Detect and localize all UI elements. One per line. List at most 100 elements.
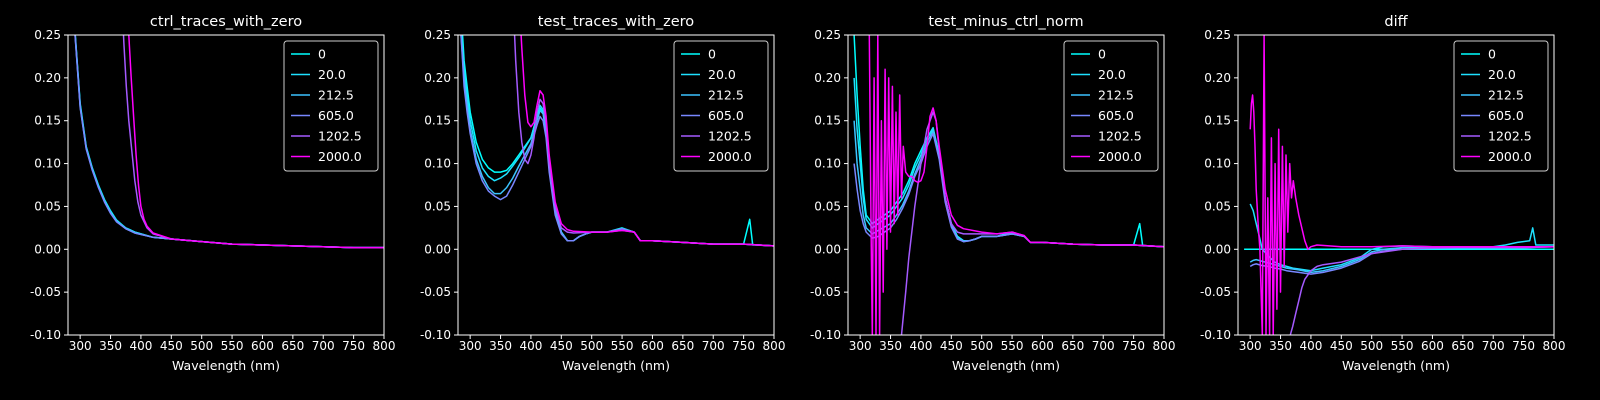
legend-label: 0 (318, 47, 326, 62)
x-tick-label: 450 (160, 339, 183, 353)
legend-box (673, 40, 769, 172)
y-tick-label: 0.25 (424, 28, 451, 42)
x-tick-label: 400 (519, 339, 542, 353)
legend-label: 2000.0 (318, 149, 362, 164)
x-tick-label: 650 (281, 339, 304, 353)
y-tick-label: -0.10 (30, 328, 61, 342)
y-tick-label: 0.20 (814, 71, 841, 85)
x-tick-label: 650 (1061, 339, 1084, 353)
y-tick-label: 0.15 (424, 114, 451, 128)
x-axis-label: Wavelength (nm) (952, 358, 1060, 373)
series-group (853, 35, 1164, 335)
legend-label: 605.0 (318, 108, 354, 123)
x-tick-label: 600 (251, 339, 274, 353)
series-line-2000.0 (868, 35, 1164, 335)
chart-title: test_minus_ctrl_norm (928, 14, 1083, 30)
x-tick-label: 550 (221, 339, 244, 353)
series-group (460, 35, 774, 247)
x-tick-label: 400 (1299, 339, 1322, 353)
x-tick-label: 600 (1421, 339, 1444, 353)
legend-label: 1202.5 (1488, 129, 1532, 144)
series-group (74, 35, 384, 249)
x-tick-label: 300 (69, 339, 92, 353)
legend-label: 1202.5 (318, 129, 362, 144)
x-axis-label: Wavelength (nm) (172, 358, 280, 373)
x-tick-label: 450 (940, 339, 963, 353)
x-tick-label: 550 (1001, 339, 1024, 353)
series-line-2000.0 (1249, 35, 1554, 335)
legend-label: 605.0 (708, 108, 744, 123)
x-tick-label: 750 (1512, 339, 1535, 353)
chart-title: test_traces_with_zero (538, 14, 695, 30)
y-tick-label: 0.10 (424, 157, 451, 171)
plot-frame (847, 34, 1165, 336)
x-tick-label: 750 (342, 339, 365, 353)
plot-frame (457, 34, 775, 336)
y-tick-label: 0.10 (814, 157, 841, 171)
y-tick-label: 0.00 (814, 242, 841, 256)
legend: 0 20.0 212.5 605.0 1202.5 2000.0 (1063, 40, 1159, 172)
legend-label: 20.0 (1098, 67, 1126, 82)
legend-label: 0 (1488, 47, 1496, 62)
y-tick-label: -0.05 (30, 285, 61, 299)
x-tick-label: 450 (1330, 339, 1353, 353)
y-tick-label: -0.05 (420, 285, 451, 299)
legend: 0 20.0 212.5 605.0 1202.5 2000.0 (283, 40, 379, 172)
x-tick-label: 350 (1269, 339, 1292, 353)
x-tick-label: 550 (1391, 339, 1414, 353)
y-tick-label: 0.00 (34, 242, 61, 256)
legend-label: 2000.0 (1098, 149, 1142, 164)
x-tick-label: 800 (763, 339, 786, 353)
x-tick-label: 300 (459, 339, 482, 353)
legend-label: 212.5 (1488, 88, 1524, 103)
y-tick-label: -0.05 (1200, 285, 1231, 299)
x-tick-label: 450 (550, 339, 573, 353)
x-tick-label: 650 (1451, 339, 1474, 353)
x-tick-label: 800 (373, 339, 396, 353)
legend-label: 20.0 (1488, 67, 1516, 82)
x-tick-label: 500 (1360, 339, 1383, 353)
plot-frame (1237, 34, 1555, 336)
x-tick-label: 800 (1543, 339, 1566, 353)
chart-panel-1: 300 350 400 450 500 550 600 650 700 750 800 -0.10 -0… (420, 14, 786, 373)
chart-panel-0: 300 350 400 450 500 550 600 650 700 750 800 -0.10 -0… (30, 14, 396, 373)
x-tick-label: 750 (1122, 339, 1145, 353)
y-tick-label: 0.20 (34, 71, 61, 85)
x-tick-label: 500 (580, 339, 603, 353)
legend-label: 605.0 (1098, 108, 1134, 123)
y-tick-label: -0.10 (1200, 328, 1231, 342)
x-tick-label: 550 (611, 339, 634, 353)
x-tick-label: 400 (129, 339, 152, 353)
legend: 0 20.0 212.5 605.0 1202.5 2000.0 (673, 40, 769, 172)
legend-label: 2000.0 (708, 149, 752, 164)
y-tick-label: 0.25 (1204, 28, 1231, 42)
y-tick-label: 0.20 (1204, 71, 1231, 85)
y-tick-label: 0.25 (814, 28, 841, 42)
y-tick-label: 0.15 (814, 114, 841, 128)
x-tick-label: 600 (641, 339, 664, 353)
y-tick-label: 0.10 (34, 157, 61, 171)
x-tick-label: 800 (1153, 339, 1176, 353)
x-tick-label: 350 (489, 339, 512, 353)
legend-box (283, 40, 379, 172)
chart-title: ctrl_traces_with_zero (150, 14, 302, 30)
x-tick-label: 750 (732, 339, 755, 353)
y-tick-label: 0.05 (1204, 199, 1231, 213)
x-tick-label: 700 (1482, 339, 1505, 353)
legend-label: 20.0 (708, 67, 736, 82)
x-tick-label: 700 (312, 339, 335, 353)
legend-label: 212.5 (318, 88, 354, 103)
x-tick-label: 300 (1239, 339, 1262, 353)
legend-box (1063, 40, 1159, 172)
legend: 0 20.0 212.5 605.0 1202.5 2000.0 (1453, 40, 1549, 172)
chart-panel-3: 300 350 400 450 500 550 600 650 700 750 800 -0.10 -0… (1200, 14, 1566, 373)
x-tick-label: 400 (909, 339, 932, 353)
legend-label: 212.5 (1098, 88, 1134, 103)
y-tick-label: 0.05 (814, 199, 841, 213)
chart-panel-2: 300 350 400 450 500 550 600 650 700 750 800 -0.10 -0… (810, 14, 1176, 373)
series-group (1244, 35, 1554, 335)
x-axis-label: Wavelength (nm) (562, 358, 670, 373)
x-tick-label: 650 (671, 339, 694, 353)
series-line-2000.0 (128, 35, 384, 249)
